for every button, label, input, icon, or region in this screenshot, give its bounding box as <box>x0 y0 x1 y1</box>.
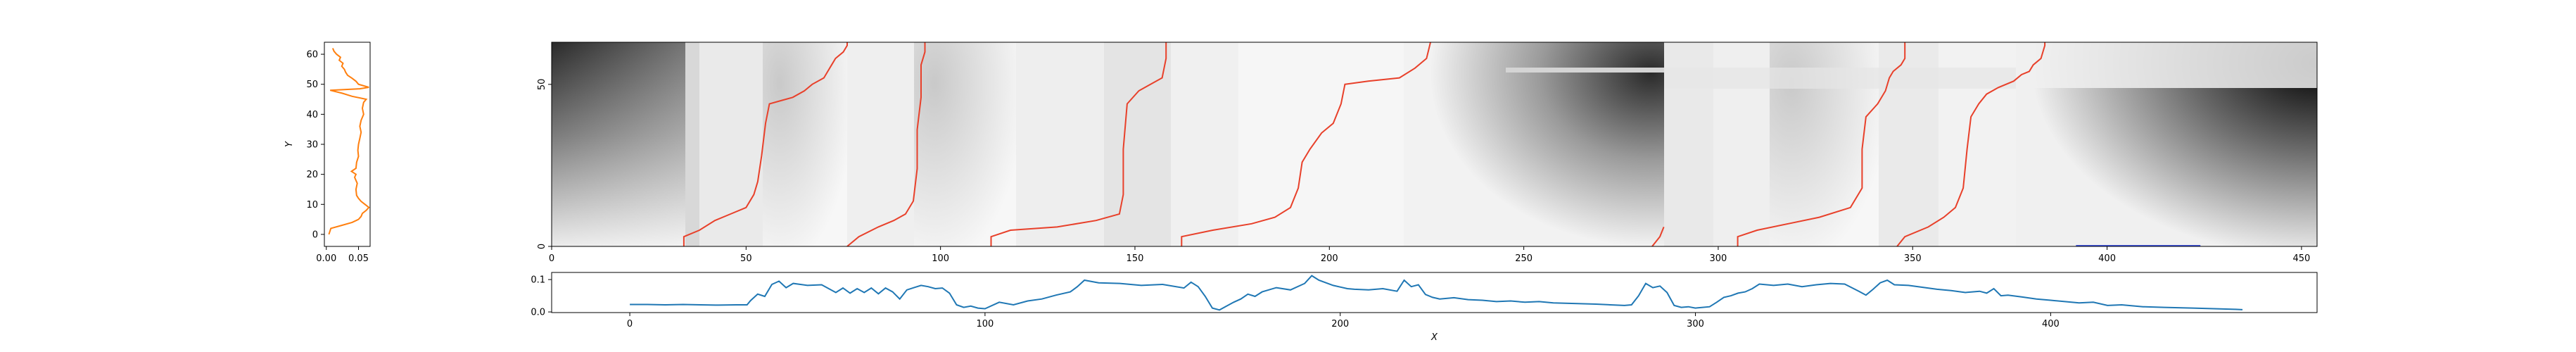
bottom-x-tick-label: 100 <box>976 319 994 329</box>
warping-path-4 <box>1181 42 1431 246</box>
left-y-tick-label: 60 <box>306 50 318 61</box>
bottom-profile-plot: 0 100 200 300 400 0.0 0.1 X <box>531 272 2318 343</box>
bottom-y-tick-label: 0.0 <box>531 308 545 318</box>
bottom-x-axis-label: X <box>1430 332 1438 343</box>
warping-path-5 <box>1651 227 1665 246</box>
heatmap-x-tick-label: 250 <box>1515 253 1533 264</box>
bottom-profile-frame <box>551 272 2318 313</box>
left-x-tick-label: 0.00 <box>316 253 336 264</box>
warping-path-6 <box>1737 42 1906 246</box>
heatmap-y-tick-label: 50 <box>537 79 547 91</box>
bottom-profile-series <box>630 275 2243 311</box>
left-y-tick-label: 40 <box>306 110 318 120</box>
bottom-x-tick-label: 300 <box>1687 319 1704 329</box>
heatmap-x-tick-label: 200 <box>1321 253 1338 264</box>
heatmap-x-tick-label: 400 <box>2098 253 2116 264</box>
bottom-y-tick-label: 0.1 <box>531 275 545 286</box>
left-profile-plot: 0.00 0.05 0 10 20 30 40 50 60 Y <box>284 42 371 264</box>
left-y-tick-label: 50 <box>306 80 318 90</box>
bottom-x-ticks: 0 100 200 300 400 <box>627 313 2060 329</box>
heatmap-y-tick-label: 0 <box>537 244 547 249</box>
heatmap-x-tick-label: 450 <box>2292 253 2310 264</box>
left-y-tick-label: 10 <box>306 200 318 210</box>
left-profile-line <box>328 48 370 235</box>
left-x-ticks: 0.00 0.05 <box>316 246 369 264</box>
heatmap-x-ticks: 0 50 100 150 200 250 300 350 400 450 <box>549 246 2310 264</box>
heatmap-x-tick-label: 0 <box>549 253 554 264</box>
bottom-y-ticks: 0.0 0.1 <box>531 275 552 318</box>
left-y-tick-label: 30 <box>306 140 318 151</box>
left-y-tick-label: 0 <box>312 230 318 240</box>
heatmap-y-ticks: 0 50 <box>537 79 552 249</box>
bottom-profile-line <box>630 275 2243 311</box>
left-profile-series <box>328 48 370 235</box>
heatmap-x-tick-label: 150 <box>1127 253 1144 264</box>
bottom-x-tick-label: 0 <box>627 319 633 329</box>
cost-matrix-heatmap: 0 50 100 150 200 250 300 350 400 450 0 50 <box>537 42 2318 264</box>
heatmap-x-tick-label: 300 <box>1710 253 1727 264</box>
warping-path-3 <box>990 42 1167 246</box>
warping-path-1 <box>683 42 848 246</box>
warping-path-7 <box>1896 42 2046 246</box>
heatmap-frame <box>551 42 2318 247</box>
left-profile-frame <box>324 42 371 247</box>
heatmap-image <box>552 42 2317 246</box>
left-y-axis-label: Y <box>284 141 295 147</box>
left-y-tick-label: 20 <box>306 170 318 180</box>
heatmap-x-tick-label: 100 <box>932 253 949 264</box>
bottom-x-tick-label: 200 <box>1331 319 1349 329</box>
heatmap-x-tick-label: 50 <box>740 253 752 264</box>
warping-path-2 <box>846 42 926 246</box>
left-x-tick-label: 0.05 <box>348 253 369 264</box>
bottom-x-tick-label: 400 <box>2042 319 2060 329</box>
heatmap-x-tick-label: 350 <box>1904 253 1922 264</box>
left-y-ticks: 0 10 20 30 40 50 60 <box>306 50 324 240</box>
warping-paths <box>683 42 2201 246</box>
